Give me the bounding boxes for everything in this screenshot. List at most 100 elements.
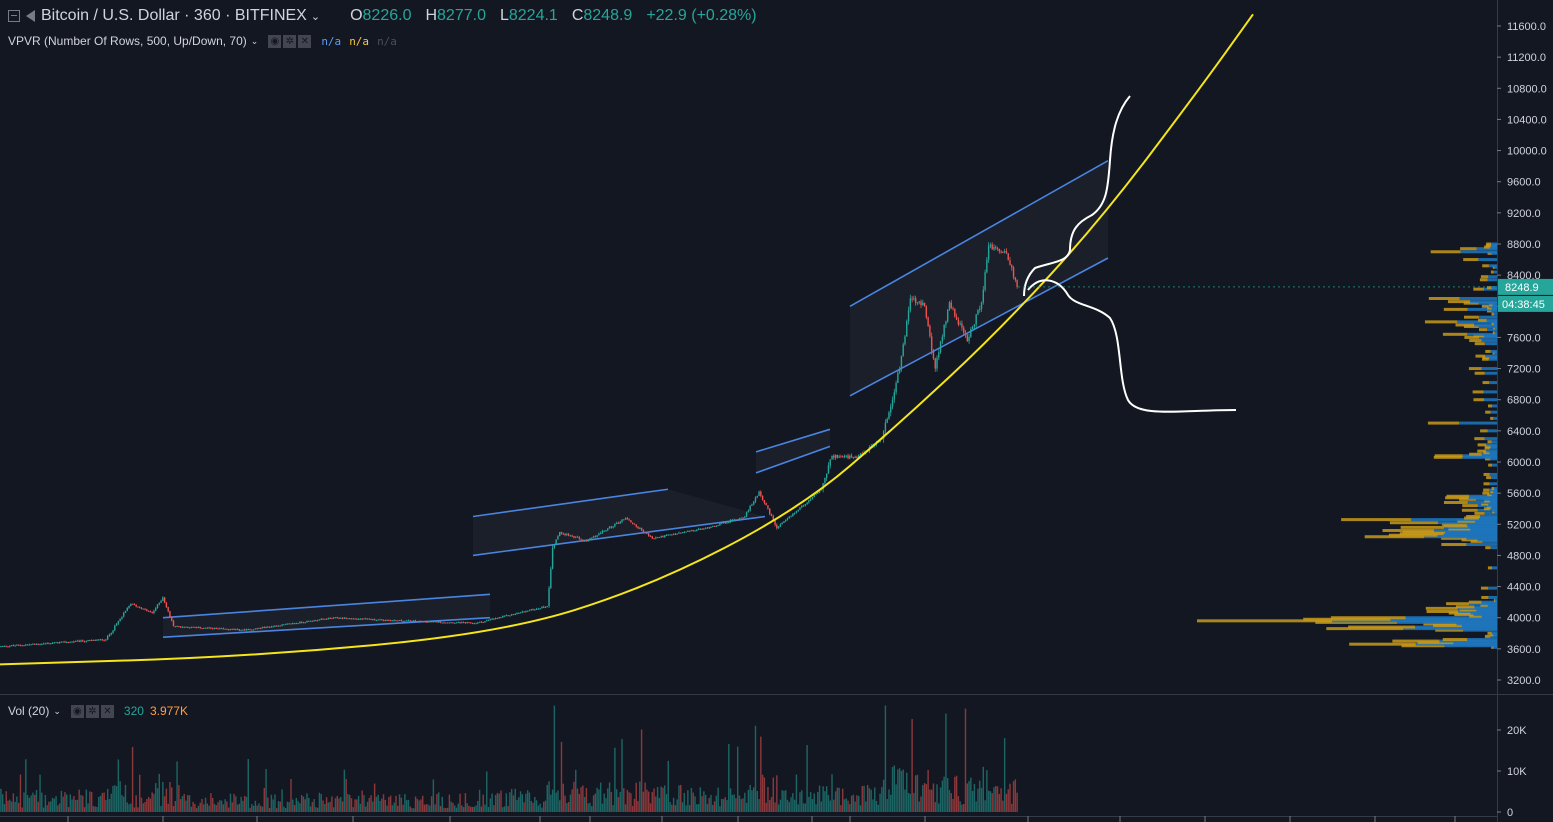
candle-body	[181, 626, 184, 628]
candle-body	[41, 644, 43, 646]
candle-body	[690, 529, 693, 532]
candle	[316, 619, 319, 622]
candle	[672, 533, 675, 536]
candle-body	[1, 646, 4, 648]
eye-icon[interactable]: ◉	[70, 704, 84, 718]
chevron-down-icon[interactable]: ⌄	[310, 10, 321, 23]
volume-bar	[909, 793, 912, 812]
candle	[963, 325, 965, 336]
candle-body	[158, 602, 160, 605]
volume-bar	[1014, 779, 1017, 812]
candle	[251, 629, 253, 631]
candle-body	[941, 336, 944, 342]
volume-bar	[418, 800, 420, 812]
candle	[231, 628, 233, 630]
volume-bar	[17, 802, 20, 812]
candle	[799, 507, 801, 511]
vp-bar-down	[1478, 318, 1487, 322]
chevron-down-icon[interactable]: ⌄	[250, 35, 259, 46]
volume-bar	[320, 794, 322, 812]
vp-bar-up	[1488, 595, 1497, 599]
volume-bar	[932, 783, 935, 812]
vp-bar-up	[1484, 334, 1497, 338]
volume-bar	[913, 792, 915, 812]
candle-body	[347, 618, 349, 620]
candle	[801, 504, 803, 509]
close-icon[interactable]: ✕	[100, 704, 114, 718]
candle	[142, 608, 144, 610]
candle	[692, 529, 694, 532]
eye-icon[interactable]: ◉	[268, 34, 282, 48]
candle-body	[329, 617, 331, 619]
flag-icon[interactable]	[26, 10, 35, 22]
vp-bar-up	[1424, 535, 1497, 539]
candle-body	[153, 610, 155, 614]
candle	[856, 455, 858, 459]
candle-body	[930, 336, 933, 351]
volume-bar	[121, 795, 123, 812]
candle	[370, 618, 372, 621]
volume-bar	[804, 803, 807, 812]
candle-body	[300, 621, 303, 623]
volume-bar	[567, 801, 570, 812]
volume-bar	[740, 799, 742, 812]
vp-bar-down	[1487, 306, 1492, 310]
vp-bar-up	[1390, 617, 1497, 621]
volume-bar	[891, 767, 894, 812]
volume-bar	[404, 794, 406, 812]
close-icon[interactable]: ✕	[298, 34, 312, 48]
volume-bar	[450, 801, 452, 812]
vp-bar-down	[1454, 613, 1474, 617]
candle-body	[46, 643, 48, 645]
candle	[261, 626, 264, 629]
candle-body	[10, 645, 13, 647]
vp-bar-up	[1484, 398, 1497, 402]
candle-body	[991, 244, 993, 250]
volume-bar	[219, 800, 221, 812]
candle-body	[804, 504, 807, 506]
candle-body	[427, 621, 429, 623]
candle-body	[744, 516, 746, 518]
gear-icon[interactable]: ✲	[85, 704, 99, 718]
candle	[443, 621, 445, 624]
candle-body	[936, 357, 938, 369]
vpvr-label[interactable]: VPVR (Number Of Rows, 500, Up/Down, 70)	[8, 34, 247, 48]
volume-bar	[662, 787, 664, 812]
candle	[946, 309, 949, 323]
volume-label[interactable]: Vol (20)	[8, 704, 50, 718]
collapse-icon[interactable]	[8, 10, 20, 22]
volume-bar	[110, 793, 112, 812]
gear-icon[interactable]: ✲	[283, 34, 297, 48]
volume-bar	[1003, 738, 1006, 812]
candle-body	[687, 530, 689, 532]
candle-body	[361, 618, 363, 620]
candle	[1012, 265, 1015, 280]
candle-body	[73, 641, 75, 643]
volume-bar	[211, 797, 214, 812]
candle-body	[813, 494, 815, 498]
volume-bar	[852, 794, 855, 812]
candle	[171, 616, 173, 622]
candle-body	[340, 617, 342, 619]
symbol-title[interactable]: Bitcoin / U.S. Dollar · 360 · BITFINEX	[41, 7, 307, 24]
volume-bar	[0, 788, 2, 812]
vp-bar-down	[1482, 264, 1489, 268]
vp-bar-down	[1479, 328, 1488, 332]
volume-bar	[809, 792, 812, 812]
vp-bar-down	[1392, 639, 1440, 643]
candle-body	[758, 491, 760, 496]
volume-bar	[559, 800, 561, 812]
candle-body	[913, 298, 915, 300]
volume-bar	[103, 792, 105, 812]
chevron-down-icon[interactable]: ⌄	[53, 705, 61, 716]
candle	[736, 519, 739, 521]
volume-bar	[991, 793, 993, 812]
candle-body	[3, 645, 6, 647]
vp-bar-down	[1480, 429, 1488, 433]
candle	[220, 627, 223, 630]
volume-bar	[245, 796, 248, 812]
volume-bar	[576, 788, 579, 812]
vp-bar-up	[1473, 613, 1497, 617]
candle-body	[728, 522, 730, 524]
